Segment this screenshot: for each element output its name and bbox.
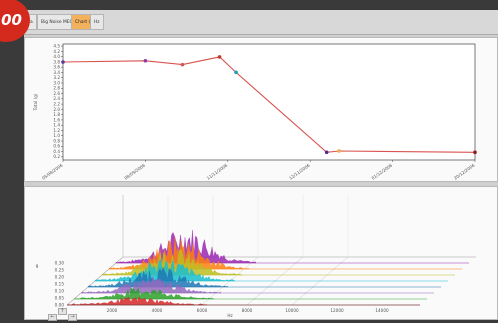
x-tick-label: 12/11/2006 [288, 163, 311, 181]
x-tick-label: 14000 [375, 308, 389, 313]
y-tick-label: 2.6 [53, 91, 60, 96]
data-point [61, 60, 65, 64]
x-tick-label: 8000 [242, 308, 253, 313]
tab-bar: a Big Noise MEG1 Chart (g) Hz [24, 10, 498, 35]
y-tick-label: 2.2 [53, 102, 60, 107]
z-axis-label: g [36, 263, 39, 268]
y-tick-label: 4.2 [53, 49, 60, 54]
y-tick-label: 4.0 [53, 54, 60, 59]
x-tick-label: 20/12/2006 [453, 163, 476, 181]
z-tick-label: 0.20 [55, 275, 65, 280]
y-tick-label: 3.4 [53, 70, 60, 75]
y-tick-label: 3.0 [53, 80, 60, 85]
data-point [324, 150, 329, 155]
line-chart: 0.20.40.60.81.01.21.41.61.82.02.22.42.62… [33, 44, 477, 181]
series-line [62, 56, 476, 153]
app-window: a Big Noise MEG1 Chart (g) Hz 0.2 0.4 0.6 0… [24, 10, 498, 321]
z-tick-label: 0.10 [55, 289, 65, 294]
series-area [73, 287, 215, 300]
x-tick-label: 12000 [330, 308, 344, 313]
step-badge: 00 [0, 0, 30, 42]
y-tick-label: 2.8 [53, 86, 60, 91]
y-tick-label: 3.2 [53, 75, 60, 80]
x-tick-label: 4000 [152, 308, 163, 313]
y-tick-label: 1.4 [53, 123, 60, 128]
x-tick-label: 05/08/2006 [41, 163, 64, 181]
y-tick-label: 1.0 [53, 133, 60, 138]
x-tick-label: 10000 [285, 308, 299, 313]
data-point [143, 58, 148, 63]
y-tick-label: 0.2 [53, 154, 60, 159]
data-point [473, 150, 477, 155]
data-point [180, 62, 185, 67]
series-area [80, 276, 222, 294]
series-area [101, 248, 243, 276]
x-tick-label: 2000 [107, 308, 118, 313]
x-tick-label: 6000 [197, 308, 208, 313]
y-tick-label: 3.6 [53, 65, 60, 70]
x-tick-label: 08/09/2006 [123, 163, 146, 181]
x-axis-label: Hz [227, 313, 233, 318]
waterfall-chart: 2000 4000 6000 8000 10000 12000 14000 Hz 0.00 0.0… [36, 195, 476, 318]
y-tick-label: 0.4 [53, 149, 60, 154]
z-tick-label: 0.30 [55, 261, 65, 266]
y-tick-label: 3.8 [53, 59, 60, 64]
y-tick-label: 4.5 [53, 44, 60, 49]
y-tick-label: 2.0 [53, 107, 60, 112]
line-chart-panel: 0.2 0.4 0.6 0.8 1.0 1.2 1.4 1.6 1.8 2.0 2.2 2.4 2.6 2… [24, 37, 498, 182]
data-point [337, 149, 341, 153]
z-tick-label: 0.05 [55, 296, 65, 301]
series-area [87, 266, 229, 288]
z-tick-label: 0.00 [55, 303, 65, 308]
x-tick-label: 01/12/2006 [371, 163, 394, 181]
z-tick-label: 0.25 [55, 268, 65, 273]
y-tick-label: 1.2 [53, 128, 60, 133]
tab-hz[interactable]: Hz [90, 14, 104, 30]
y-tick-label: 0.6 [53, 144, 60, 149]
y-tick-label: 1.6 [53, 117, 60, 122]
y-tick-label: 0.8 [53, 138, 60, 143]
nav-up-button[interactable]: ↑ [58, 308, 67, 315]
z-tick-label: 0.15 [55, 282, 65, 287]
series-area [66, 296, 208, 306]
y-tick-label: 2.4 [53, 96, 60, 101]
series-area [94, 259, 236, 282]
x-tick-label: 11/11/2006 [206, 163, 229, 181]
waterfall-panel: 2000 4000 6000 8000 10000 12000 14000 Hz 0.00 0.0… [24, 186, 498, 321]
data-point [234, 70, 238, 75]
data-point [217, 55, 222, 59]
series-area [115, 230, 257, 264]
y-tick-label: 1.8 [53, 112, 60, 117]
y-axis-label: Total (g) [33, 93, 38, 111]
